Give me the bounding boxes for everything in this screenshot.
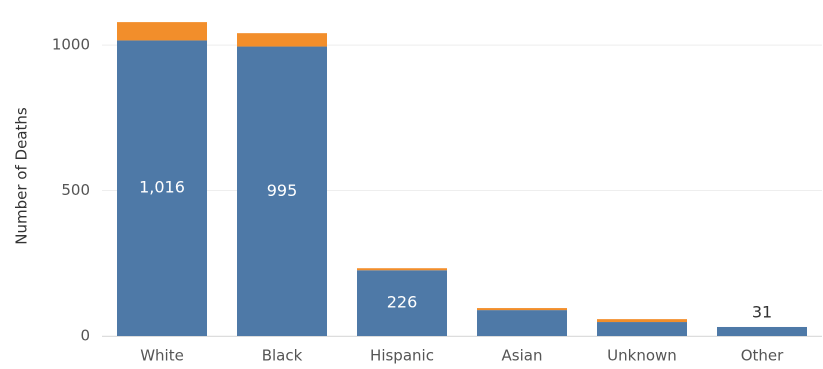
value-label: 995 xyxy=(267,181,298,200)
bar-segment xyxy=(357,268,447,271)
bar-segment xyxy=(477,310,567,336)
bar-segment xyxy=(237,33,327,47)
bar-segment xyxy=(117,40,207,336)
bar-segment xyxy=(717,326,807,336)
bar-segment xyxy=(117,22,207,41)
bar-segment xyxy=(597,319,687,323)
y-axis-title: Number of Deaths xyxy=(13,107,31,245)
y-tick-label: 500 xyxy=(61,181,90,199)
value-label: 31 xyxy=(752,302,772,321)
bar-segment xyxy=(597,322,687,336)
x-tick-label: Hispanic xyxy=(370,347,434,365)
y-tick-label: 1000 xyxy=(52,36,90,54)
y-tick-label: 0 xyxy=(80,327,90,345)
x-tick-label: Other xyxy=(741,347,784,365)
value-label: 1,016 xyxy=(139,178,185,197)
bar-segment xyxy=(357,270,447,336)
bar-segment xyxy=(237,46,327,336)
x-tick-label: Unknown xyxy=(607,347,677,365)
bar-segment xyxy=(477,308,567,311)
x-tick-label: Black xyxy=(262,347,303,365)
x-tick-label: White xyxy=(140,347,184,365)
x-tick-label: Asian xyxy=(502,347,543,365)
value-label: 226 xyxy=(387,293,418,312)
